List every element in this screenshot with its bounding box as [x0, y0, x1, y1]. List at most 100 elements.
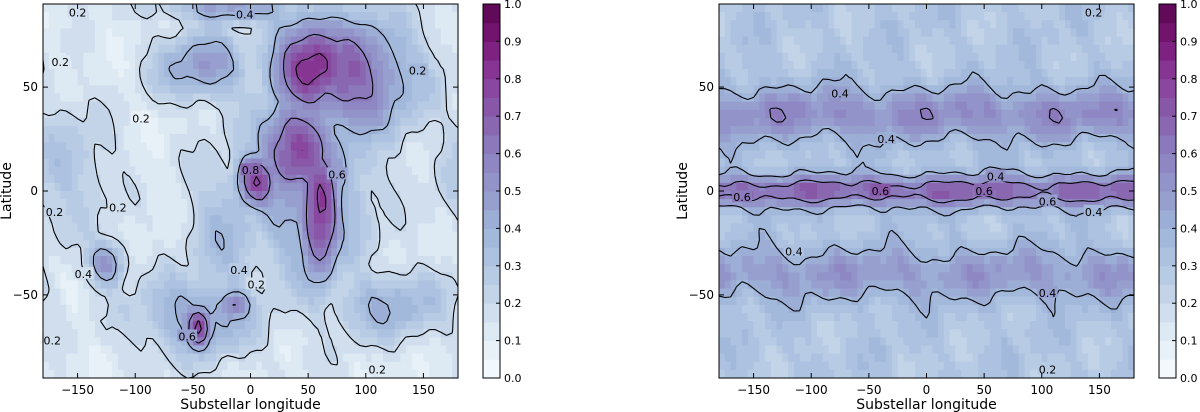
heatmap-cell [210, 20, 217, 29]
heatmap-cell [452, 296, 459, 306]
heatmap-cell [1082, 77, 1089, 86]
heatmap-cell [966, 101, 974, 111]
heatmap-cell [210, 264, 217, 273]
heatmap-cell [429, 174, 436, 184]
heatmap-cell [336, 125, 344, 135]
heatmap-cell [181, 191, 188, 200]
heatmap-cell [354, 345, 361, 355]
heatmap-cell [354, 288, 361, 298]
heatmap-cell [342, 12, 350, 21]
heatmap-cell [129, 182, 136, 192]
heatmap-cell [336, 280, 344, 290]
heatmap-cell [411, 101, 419, 111]
heatmap-cell [48, 329, 56, 338]
heatmap-cell [805, 60, 812, 70]
heatmap-cell [250, 142, 257, 151]
heatmap-cell [799, 93, 807, 103]
heatmap-cell [400, 207, 407, 216]
heatmap-cell [181, 142, 188, 151]
heatmap-cell [308, 231, 315, 241]
heatmap-cell [1012, 20, 1020, 29]
heatmap-cell [336, 272, 344, 282]
heatmap-cell [834, 125, 841, 135]
heatmap-cell [394, 215, 401, 225]
heatmap-cell [313, 85, 321, 95]
heatmap-cell [181, 117, 188, 127]
heatmap-cell [342, 215, 350, 225]
heatmap-cell [816, 101, 824, 111]
heatmap-cell [972, 60, 979, 70]
heatmap-cell [106, 272, 113, 282]
heatmap-cell [377, 256, 384, 265]
heatmap-cell [94, 125, 102, 135]
heatmap-cell [210, 247, 217, 257]
heatmap-cell [371, 85, 378, 95]
heatmap-cell [135, 353, 142, 363]
heatmap-cell [1059, 93, 1066, 103]
heatmap-cell [423, 272, 430, 282]
heatmap-cell [417, 247, 425, 257]
heatmap-cell [319, 101, 327, 111]
heatmap-cell [308, 329, 315, 338]
heatmap-cell [719, 77, 726, 86]
heatmap-cell [221, 36, 229, 46]
heatmap-cell [914, 20, 922, 29]
heatmap-cell [302, 109, 309, 119]
heatmap-cell [799, 158, 807, 168]
heatmap-cell [406, 77, 413, 86]
heatmap-cell [164, 361, 171, 371]
heatmap-cell [400, 369, 407, 379]
heatmap-cell [48, 353, 56, 363]
heatmap-cell [221, 117, 229, 127]
heatmap-cell [1122, 93, 1129, 103]
heatmap-cell [290, 321, 298, 330]
heatmap-cell [296, 207, 303, 216]
heatmap-cell [129, 77, 136, 86]
heatmap-cell [256, 85, 263, 95]
heatmap-cell [279, 239, 286, 249]
heatmap-cell [1024, 4, 1031, 13]
heatmap-cell [164, 12, 171, 21]
heatmap-cell [221, 109, 229, 119]
heatmap-cell [250, 247, 257, 257]
heatmap-cell [285, 28, 292, 38]
heatmap-cell [932, 4, 939, 13]
heatmap-cell [926, 117, 933, 127]
heatmap-cell [371, 239, 378, 249]
heatmap-cell [279, 215, 286, 225]
heatmap-cell [152, 158, 159, 168]
heatmap-cell [995, 158, 1003, 168]
heatmap-cell [955, 52, 962, 62]
heatmap-cell [83, 296, 90, 306]
heatmap-cell [164, 109, 171, 119]
heatmap-cell [262, 52, 269, 62]
heatmap-cell [788, 125, 795, 135]
heatmap-cell [897, 166, 905, 176]
heatmap-cell [198, 28, 205, 38]
heatmap-cell [43, 93, 50, 103]
heatmap-cell [336, 264, 344, 273]
heatmap-cell [434, 280, 442, 290]
heatmap-cell [914, 134, 922, 143]
heatmap-cell [770, 44, 778, 54]
heatmap-cell [1087, 134, 1095, 143]
heatmap-cell [429, 215, 436, 225]
heatmap-cell [1093, 125, 1101, 135]
heatmap-cell [828, 4, 835, 13]
heatmap-cell [1036, 134, 1043, 143]
heatmap-cell [1041, 134, 1049, 143]
heatmap-cell [262, 4, 269, 13]
heatmap-cell [1018, 36, 1026, 46]
heatmap-cell [920, 109, 928, 119]
heatmap-cell [840, 28, 847, 38]
heatmap-cell [926, 142, 933, 151]
heatmap-cell [77, 199, 84, 208]
heatmap-cell [446, 36, 453, 46]
heatmap-cell [371, 93, 378, 103]
heatmap-cell [840, 166, 847, 176]
heatmap-cell [1047, 12, 1054, 21]
heatmap-cell [1064, 125, 1072, 135]
heatmap-cell [440, 361, 448, 371]
heatmap-cell [394, 337, 401, 347]
heatmap-cell [66, 77, 73, 86]
